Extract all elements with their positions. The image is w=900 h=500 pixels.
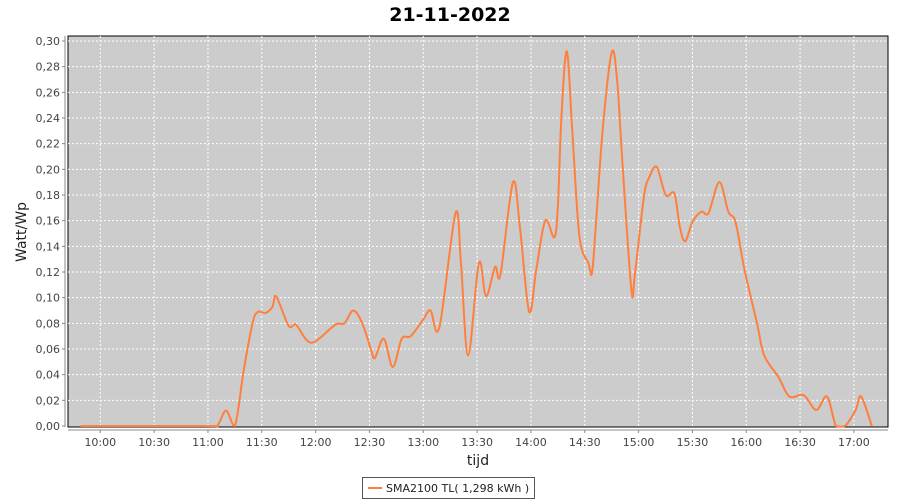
y-tick-label: 0,02 xyxy=(36,394,61,407)
x-tick-label: 12:00 xyxy=(300,436,332,449)
x-tick-label: 12:30 xyxy=(354,436,386,449)
x-tick-label: 15:00 xyxy=(623,436,655,449)
y-axis: 0,00 0,02 0,04 0,06 0,08 0,10 0,12 0,14 0,16 0,18… xyxy=(36,35,66,433)
x-tick-label: 10:00 xyxy=(84,436,116,449)
x-tick-label: 16:00 xyxy=(730,436,762,449)
series-line xyxy=(80,49,873,428)
y-axis-label: Watt/Wp xyxy=(14,202,30,262)
y-tick-label: 0,30 xyxy=(36,35,61,48)
x-tick-label: 16:30 xyxy=(784,436,816,449)
y-tick-label: 0,06 xyxy=(36,343,61,356)
x-tick-label: 10:30 xyxy=(138,436,170,449)
x-tick-label: 11:00 xyxy=(192,436,224,449)
y-tick-label: 0,00 xyxy=(36,420,61,433)
y-tick-label: 0,04 xyxy=(36,369,61,382)
grid xyxy=(68,36,888,427)
y-tick-label: 0,10 xyxy=(36,292,61,305)
legend: SMA2100 TL( 1,298 kWh ) xyxy=(362,477,536,499)
x-tick-label: 14:30 xyxy=(569,436,601,449)
x-tick-label: 15:30 xyxy=(677,436,709,449)
y-tick-label: 0,26 xyxy=(36,86,61,99)
x-axis: 10:00 10:30 11:00 11:30 12:00 12:30 13:00 13:30… xyxy=(68,429,888,449)
x-tick-label: 13:00 xyxy=(407,436,439,449)
y-tick-label: 0,12 xyxy=(36,266,61,279)
y-tick-label: 0,14 xyxy=(36,240,61,253)
legend-label: SMA2100 TL( 1,298 kWh ) xyxy=(386,481,530,495)
x-tick-label: 11:30 xyxy=(246,436,278,449)
y-tick-label: 0,22 xyxy=(36,138,61,151)
y-tick-label: 0,24 xyxy=(36,112,61,125)
x-tick-label: 13:30 xyxy=(461,436,493,449)
x-tick-label: 14:00 xyxy=(515,436,547,449)
y-tick-label: 0,28 xyxy=(36,61,61,74)
x-axis-label: tijd xyxy=(467,453,489,469)
x-tick-label: 17:00 xyxy=(838,436,870,449)
y-tick-label: 0,08 xyxy=(36,317,61,330)
chart-title: 21-11-2022 xyxy=(389,4,511,26)
plot-area xyxy=(67,35,889,428)
y-tick-label: 0,16 xyxy=(36,215,61,228)
legend-swatch xyxy=(368,487,382,489)
y-tick-label: 0,20 xyxy=(36,163,61,176)
y-tick-label: 0,18 xyxy=(36,189,61,202)
